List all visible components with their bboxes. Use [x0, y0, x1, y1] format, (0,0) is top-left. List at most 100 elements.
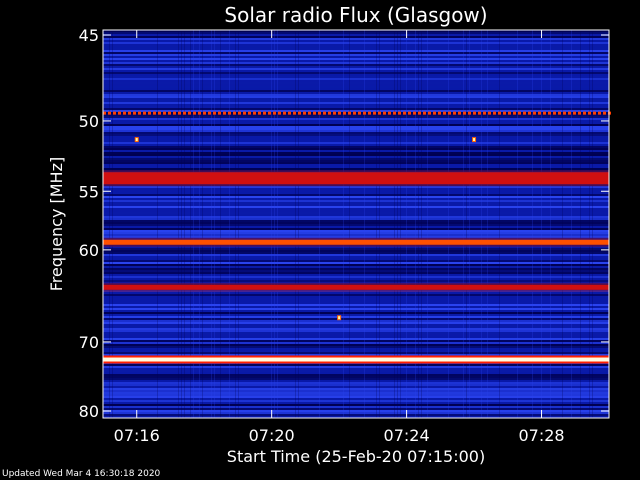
- noise-streak: [469, 30, 470, 418]
- noise-row: [103, 160, 609, 162]
- noise-row: [103, 312, 609, 314]
- noise-row: [103, 208, 609, 210]
- band-49.5-dash: [263, 111, 266, 115]
- noise-row: [103, 310, 609, 312]
- band-54: [103, 172, 609, 185]
- band-49.5-dash: [543, 111, 546, 115]
- band-49.5-dash: [498, 111, 501, 115]
- noise-row: [103, 82, 609, 84]
- noise-streak: [517, 30, 518, 418]
- band-49.5-dash: [393, 111, 396, 115]
- noise-row: [103, 388, 609, 390]
- band-49.5-dash: [523, 111, 526, 115]
- noise-streak: [463, 30, 464, 418]
- band-49.5-dash: [468, 111, 471, 115]
- noise-row: [103, 306, 609, 308]
- noise-row: [103, 398, 609, 400]
- noise-row: [103, 72, 609, 74]
- band-49.5-dash: [598, 111, 601, 115]
- noise-streak: [199, 30, 200, 418]
- noise-streak: [415, 30, 416, 418]
- noise-row: [103, 38, 609, 40]
- band-49.5-dash: [458, 111, 461, 115]
- noise-row: [103, 220, 609, 222]
- noise-row: [103, 370, 609, 372]
- band-49.5-dash: [173, 111, 176, 115]
- band-49.5-dash: [128, 111, 131, 115]
- noise-row: [103, 296, 609, 298]
- noise-row: [103, 40, 609, 42]
- noise-row: [103, 338, 609, 340]
- band-63.7: [103, 284, 609, 290]
- noise-streak: [487, 30, 488, 418]
- noise-streak: [550, 30, 551, 418]
- band-49.5-dash: [183, 111, 186, 115]
- noise-streak: [379, 30, 380, 418]
- band-49.5-dash: [483, 111, 486, 115]
- noise-streak: [193, 30, 194, 418]
- band-49.5-dash: [463, 111, 466, 115]
- band-49.5-dash: [388, 111, 391, 115]
- noise-streak: [319, 30, 320, 418]
- band-49.5-dash: [593, 111, 596, 115]
- noise-row: [103, 126, 609, 128]
- band-49.5-dash: [558, 111, 561, 115]
- x-axis-label: Start Time (25-Feb-20 07:15:00): [227, 447, 485, 466]
- noise-row: [103, 118, 609, 120]
- band-49.5-dash: [403, 111, 406, 115]
- noise-row: [103, 350, 609, 352]
- noise-streak: [271, 30, 272, 418]
- noise-streak: [376, 30, 377, 418]
- noise-row: [103, 164, 609, 166]
- band-49.5-dash: [323, 111, 326, 115]
- band-49.5-dash: [303, 111, 306, 115]
- noise-row: [103, 396, 609, 398]
- noise-row: [103, 392, 609, 394]
- noise-row: [103, 266, 609, 268]
- noise-row: [103, 342, 609, 344]
- band-72.3: [103, 357, 609, 362]
- noise-row: [103, 114, 609, 116]
- band-49.5-dash: [433, 111, 436, 115]
- band-49.5-dash: [113, 111, 116, 115]
- noise-row: [103, 364, 609, 366]
- noise-streak: [499, 30, 500, 418]
- noise-streak: [562, 30, 563, 418]
- noise-row: [103, 148, 609, 150]
- noise-row: [103, 200, 609, 202]
- noise-row: [103, 52, 609, 54]
- noise-row: [103, 196, 609, 198]
- noise-row: [103, 124, 609, 126]
- noise-streak: [202, 30, 203, 418]
- noise-row: [103, 374, 609, 376]
- noise-row: [103, 320, 609, 322]
- band-49.5-dash: [243, 111, 246, 115]
- band-49.5-dash: [133, 111, 136, 115]
- noise-row: [103, 366, 609, 368]
- band-49.5-dash: [313, 111, 316, 115]
- noise-row: [103, 250, 609, 252]
- noise-row: [103, 186, 609, 188]
- noise-row: [103, 34, 609, 36]
- noise-streak: [421, 30, 422, 418]
- noise-row: [103, 340, 609, 342]
- band-49.5-dash: [278, 111, 281, 115]
- band-49.5-dash: [318, 111, 321, 115]
- noise-row: [103, 236, 609, 238]
- noise-row: [103, 324, 609, 326]
- noise-row: [103, 70, 609, 72]
- noise-row: [103, 84, 609, 86]
- noise-row: [103, 304, 609, 306]
- noise-row: [103, 88, 609, 90]
- band-49.5-dash: [203, 111, 206, 115]
- noise-row: [103, 316, 609, 318]
- noise-row: [103, 36, 609, 38]
- band-49.5-dash: [428, 111, 431, 115]
- band-49.5-dash: [208, 111, 211, 115]
- noise-streak: [406, 30, 407, 418]
- noise-row: [103, 202, 609, 204]
- band-49.5-dash: [443, 111, 446, 115]
- band-49.5-dash: [188, 111, 191, 115]
- noise-row: [103, 140, 609, 142]
- noise-row: [103, 106, 609, 108]
